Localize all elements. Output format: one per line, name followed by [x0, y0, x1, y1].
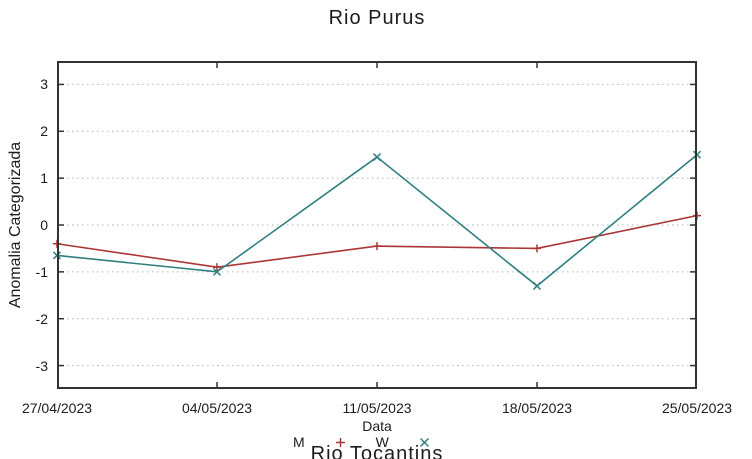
x-tick-label: 18/05/2023 [501, 400, 573, 416]
legend-entry-M: M [293, 434, 346, 450]
chart-title: Rio Purus [328, 7, 426, 29]
next-chart-title-clipped: Rio Tocantins [310, 444, 444, 459]
y-tick-label: -2 [35, 310, 48, 327]
y-tick-label: 0 [40, 217, 48, 233]
y-tick-label: 2 [40, 123, 48, 140]
legend-label: M [293, 434, 305, 450]
legend-cross-marker-icon [419, 437, 429, 447]
legend-label: W [375, 434, 389, 450]
plot-border [57, 61, 697, 389]
y-tick-label: -3 [35, 357, 48, 374]
y-tick-label: 3 [40, 76, 48, 93]
legend-plus-marker-icon [335, 437, 345, 447]
y-tick-label: -1 [35, 263, 48, 280]
x-tick-label: 11/05/2023 [342, 400, 412, 416]
x-tick-label: 27/04/2023 [21, 400, 93, 416]
y-tick-label: 1 [40, 170, 48, 187]
legend-entry-W: W [376, 434, 430, 450]
x-tick-label: 25/05/2023 [661, 400, 733, 416]
x-tick-label: 04/05/2023 [181, 400, 253, 416]
x-axis-label: Data [362, 418, 392, 434]
